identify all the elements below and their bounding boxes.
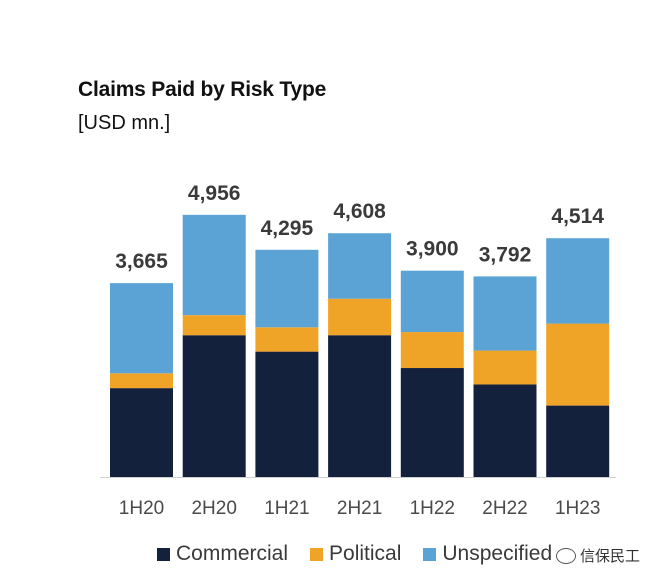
legend-label-unspecified: Unspecified <box>442 542 553 565</box>
total-label-1h23: 4,514 <box>551 205 604 228</box>
total-label-2h22: 3,792 <box>479 243 532 266</box>
bar-unspecified-1h20 <box>110 283 173 374</box>
category-label-1h22: 1H22 <box>410 498 455 519</box>
bar-commercial-1h20 <box>110 388 173 477</box>
legend-item-political: Political <box>310 542 401 566</box>
legend-swatch-commercial <box>157 547 170 561</box>
watermark: 信保民工 <box>551 543 644 568</box>
bar-commercial-2h22 <box>473 384 537 477</box>
bar-unspecified-2h21 <box>328 233 392 299</box>
bar-commercial-1h22 <box>400 368 464 477</box>
total-label-1h21: 4,295 <box>261 217 314 240</box>
bar-unspecified-1h22 <box>400 270 464 333</box>
bar-commercial-1h21 <box>255 351 319 477</box>
category-label-2h21: 2H21 <box>337 498 382 519</box>
bar-unspecified-2h20 <box>182 214 246 316</box>
bar-political-1h20 <box>110 373 173 389</box>
bar-political-1h21 <box>255 327 319 352</box>
total-label-1h22: 3,900 <box>406 238 459 261</box>
total-label-1h20: 3,665 <box>115 250 168 273</box>
legend-swatch-political <box>310 547 324 561</box>
bar-political-2h20 <box>182 315 246 336</box>
total-label-2h21: 4,608 <box>333 200 386 223</box>
legend-item-commercial: Commercial <box>157 542 288 566</box>
category-label-1h23: 1H23 <box>555 498 600 519</box>
legend-label-commercial: Commercial <box>176 542 289 565</box>
total-label-2h20: 4,956 <box>188 182 241 205</box>
watermark-text: 信保民工 <box>579 548 640 565</box>
chart-subtitle: [USD mn.] <box>78 112 171 134</box>
bar-unspecified-1h23 <box>546 238 610 324</box>
bar-commercial-2h20 <box>182 335 246 477</box>
bar-commercial-1h23 <box>546 405 610 477</box>
bar-unspecified-1h21 <box>255 249 319 328</box>
legend-item-unspecified: Unspecified <box>423 542 552 566</box>
legend: Commercial Political Unspecified <box>157 542 574 566</box>
category-label-1h20: 1H20 <box>119 498 164 519</box>
bar-unspecified-2h22 <box>473 276 537 351</box>
category-label-1h21: 1H21 <box>264 498 309 519</box>
legend-swatch-unspecified <box>423 547 437 561</box>
legend-label-political: Political <box>329 542 402 565</box>
category-label-2h22: 2H22 <box>482 498 527 519</box>
bar-political-1h23 <box>546 323 610 406</box>
bar-political-2h22 <box>473 350 537 385</box>
category-label-2h20: 2H20 <box>191 498 236 519</box>
chart-title: Claims Paid by Risk Type <box>78 78 327 101</box>
bar-commercial-2h21 <box>328 335 392 477</box>
wechat-icon <box>555 547 576 564</box>
bar-political-2h21 <box>328 298 392 336</box>
bar-political-1h22 <box>400 332 464 369</box>
